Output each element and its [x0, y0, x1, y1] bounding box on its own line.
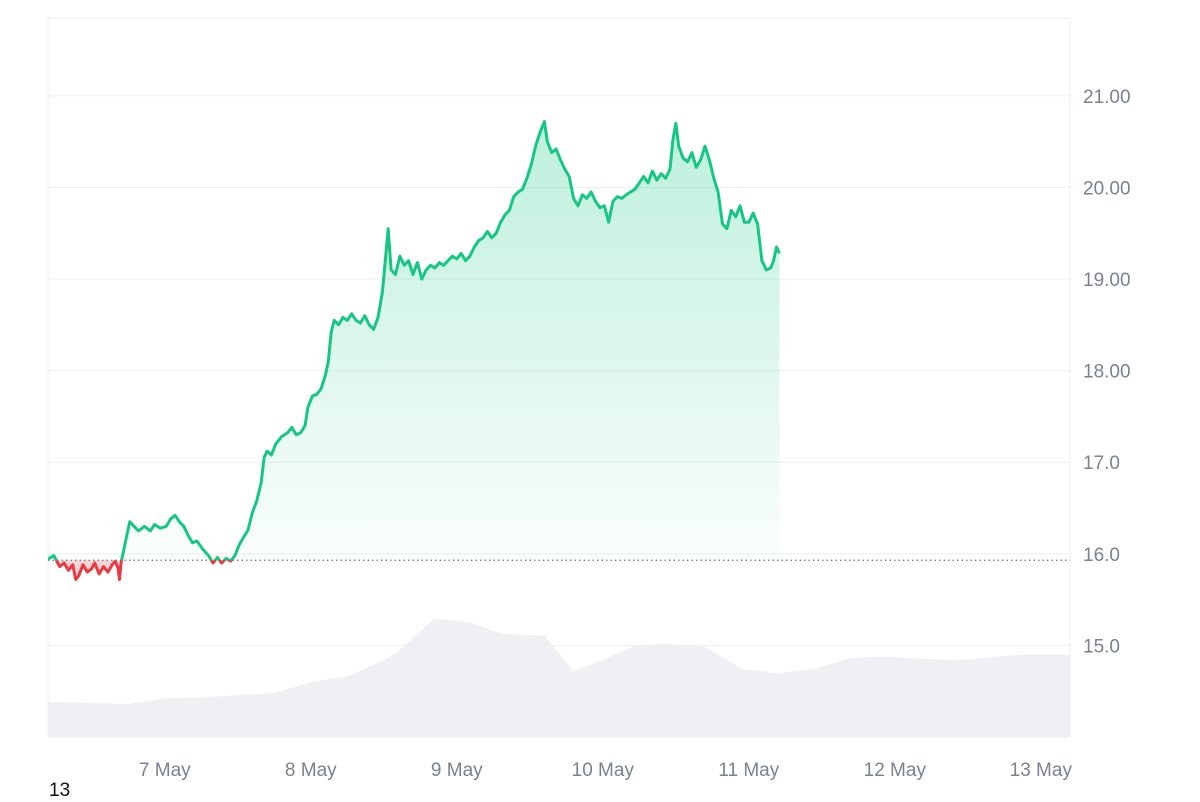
volume-fill [48, 618, 1070, 737]
corner-label: 13 [49, 780, 71, 801]
price-area-fills [48, 121, 780, 580]
x-tick-label: 13 May [1010, 760, 1073, 781]
y-axis: 21.00 20.00 19.00 18.00 17.0 16.0 15.0 [1083, 87, 1131, 658]
y-tick-label: 19.00 [1083, 270, 1131, 291]
price-area-up [48, 121, 780, 561]
x-tick-label: 12 May [864, 760, 927, 781]
y-tick-label: 16.0 [1083, 545, 1120, 566]
x-tick-label: 10 May [572, 760, 635, 781]
x-tick-label: 9 May [431, 760, 483, 781]
y-tick-label: 15.0 [1083, 636, 1120, 657]
x-tick-label: 7 May [139, 760, 191, 781]
y-tick-label: 18.00 [1083, 362, 1131, 383]
x-axis: 7 May 8 May 9 May 10 May 11 May 12 May 13 May [139, 760, 1073, 781]
volume-area [48, 618, 1070, 737]
y-tick-label: 17.0 [1083, 453, 1120, 474]
y-tick-label: 20.00 [1083, 178, 1131, 199]
x-tick-label: 8 May [285, 760, 337, 781]
y-tick-label: 21.00 [1083, 87, 1131, 108]
price-line-up [48, 120, 781, 561]
x-tick-label: 11 May [718, 760, 779, 781]
price-lines [48, 120, 781, 581]
